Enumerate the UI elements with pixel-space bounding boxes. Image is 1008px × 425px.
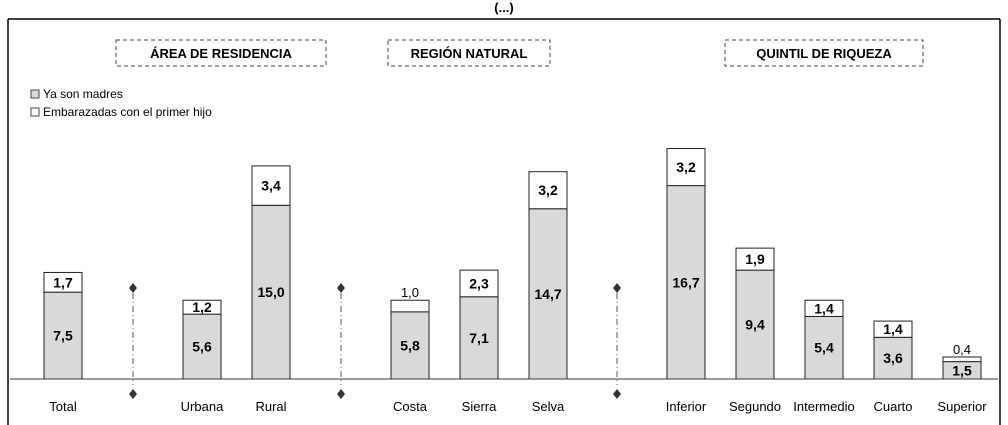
- category-label: Intermedio: [793, 399, 854, 414]
- data-label-embarazadas: 1,4: [883, 321, 903, 337]
- legend: Ya son madres Embarazadas con el primer h…: [31, 87, 212, 119]
- legend-swatch: [31, 90, 39, 98]
- data-label-ya-son-madres: 9,4: [745, 317, 765, 333]
- data-label-embarazadas: 3,2: [676, 159, 696, 175]
- category-label: Superior: [937, 399, 987, 414]
- category-label: Segundo: [729, 399, 781, 414]
- data-label-ya-son-madres: 5,8: [400, 337, 420, 353]
- legend-label: Embarazadas con el primer hijo: [43, 105, 212, 119]
- group-header-label: QUINTIL DE RIQUEZA: [756, 46, 892, 61]
- category-label: Sierra: [462, 399, 497, 414]
- data-label-embarazadas: 2,3: [469, 275, 489, 291]
- category-label: Cuarto: [873, 399, 912, 414]
- bars: 7,5 1,7 5,6 1,2 15,0 3,4 5,8 1,0 7,1 2,3 14,7 3,2 16…: [44, 149, 981, 379]
- data-label-ya-son-madres: 5,6: [192, 339, 212, 355]
- data-label-ya-son-madres: 3,6: [883, 350, 903, 366]
- separator-diamond-top: [337, 283, 345, 293]
- data-label-ya-son-madres: 7,5: [53, 328, 73, 344]
- data-label-embarazadas: 3,2: [538, 182, 558, 198]
- separator-diamond-top: [613, 283, 621, 293]
- separator-diamond-top: [129, 283, 137, 293]
- category-label: Selva: [532, 399, 565, 414]
- group-header-label: ÁREA DE RESIDENCIA: [150, 46, 292, 61]
- group-header-label: REGIÓN NATURAL: [411, 46, 528, 61]
- separator-diamond-bottom: [337, 389, 345, 399]
- legend-swatch: [31, 108, 39, 116]
- legend-label: Ya son madres: [43, 87, 123, 101]
- bar-embarazadas: [943, 357, 981, 362]
- category-label: Rural: [255, 399, 286, 414]
- category-label: Urbana: [181, 399, 224, 414]
- bar-embarazadas: [391, 300, 429, 312]
- data-label-embarazadas: 1,0: [401, 285, 419, 300]
- data-label-ya-son-madres: 16,7: [672, 274, 699, 290]
- data-label-ya-son-madres: 5,4: [814, 340, 834, 356]
- group-headers: ÁREA DE RESIDENCIA REGIÓN NATURAL QUINTIL …: [116, 40, 923, 66]
- data-label-ya-son-madres: 14,7: [534, 286, 561, 302]
- category-labels: Total Urbana Rural Costa Sierra Selva Inferior…: [49, 399, 987, 414]
- data-label-embarazadas: 3,4: [261, 178, 281, 194]
- category-label: Costa: [393, 399, 428, 414]
- data-label-ya-son-madres: 15,0: [257, 284, 284, 300]
- separator-diamond-bottom: [613, 389, 621, 399]
- data-label-embarazadas: 1,7: [53, 274, 73, 290]
- chart-title: (...): [494, 0, 514, 15]
- separator-diamond-bottom: [129, 389, 137, 399]
- data-label-embarazadas: 1,2: [192, 299, 212, 315]
- data-label-ya-son-madres: 1,5: [952, 362, 972, 378]
- data-label-ya-son-madres: 7,1: [469, 330, 489, 346]
- category-label: Inferior: [666, 399, 707, 414]
- data-label-embarazadas: 1,4: [814, 300, 834, 316]
- data-label-embarazadas: 1,9: [745, 251, 765, 267]
- category-label: Total: [49, 399, 77, 414]
- data-label-embarazadas: 0,4: [953, 342, 971, 357]
